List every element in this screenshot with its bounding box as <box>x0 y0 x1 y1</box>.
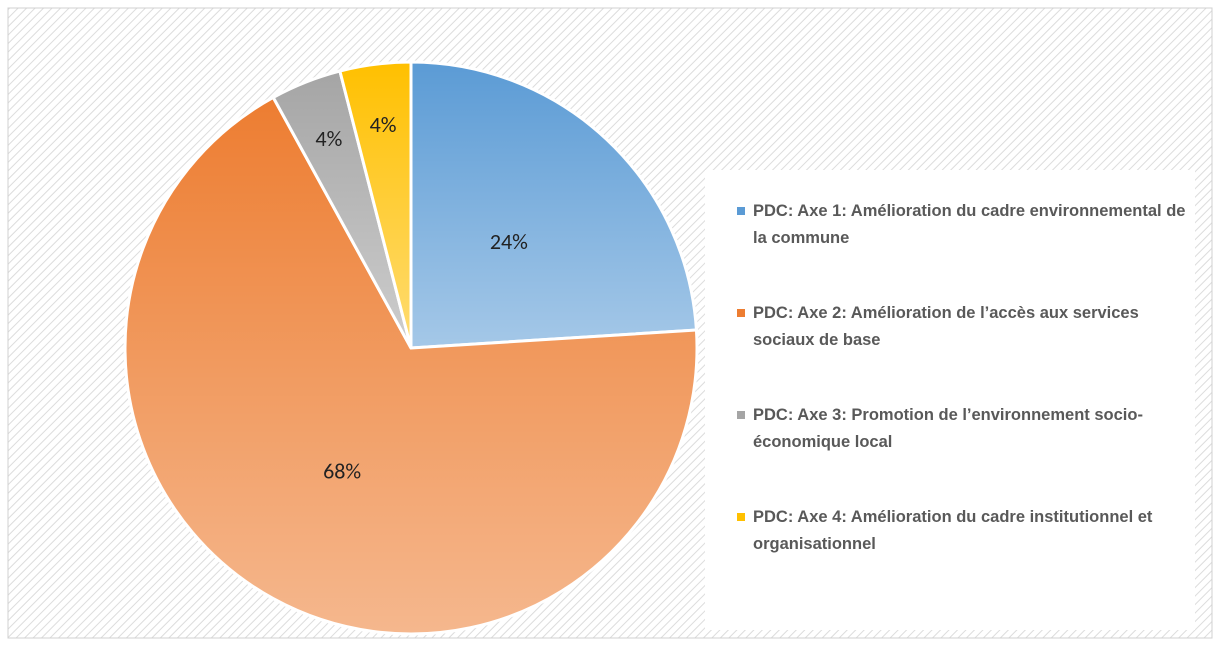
data-label: 68% <box>323 458 361 485</box>
legend-swatch <box>737 207 745 215</box>
legend-item: PDC: Axe 3: Promotion de l’environnement… <box>737 402 1203 456</box>
legend-label: PDC: Axe 4: Amélioration du cadre instit… <box>753 508 1153 553</box>
slice-shine <box>125 97 697 634</box>
slice-shine <box>411 62 697 348</box>
legend-item: PDC: Axe 4: Amélioration du cadre instit… <box>737 504 1203 558</box>
data-label: 24% <box>490 228 528 255</box>
pie: 24% 68% 4% 4% <box>123 60 699 636</box>
legend-item: PDC: Axe 1: Amélioration du cadre enviro… <box>737 198 1203 252</box>
legend-item: PDC: Axe 2: Amélioration de l’accès aux … <box>737 300 1203 354</box>
legend-label: PDC: Axe 2: Amélioration de l’accès aux … <box>753 304 1139 349</box>
slice-shine <box>273 70 411 348</box>
legend: PDC: Axe 1: Amélioration du cadre enviro… <box>705 170 1195 630</box>
data-label: 4% <box>315 125 342 152</box>
data-label: 4% <box>370 111 397 138</box>
legend-swatch <box>737 309 745 317</box>
legend-swatch <box>737 513 745 521</box>
legend-label: PDC: Axe 3: Promotion de l’environnement… <box>753 406 1143 451</box>
legend-label: PDC: Axe 1: Amélioration du cadre enviro… <box>753 202 1186 247</box>
legend-swatch <box>737 411 745 419</box>
slice-shine <box>339 62 411 348</box>
